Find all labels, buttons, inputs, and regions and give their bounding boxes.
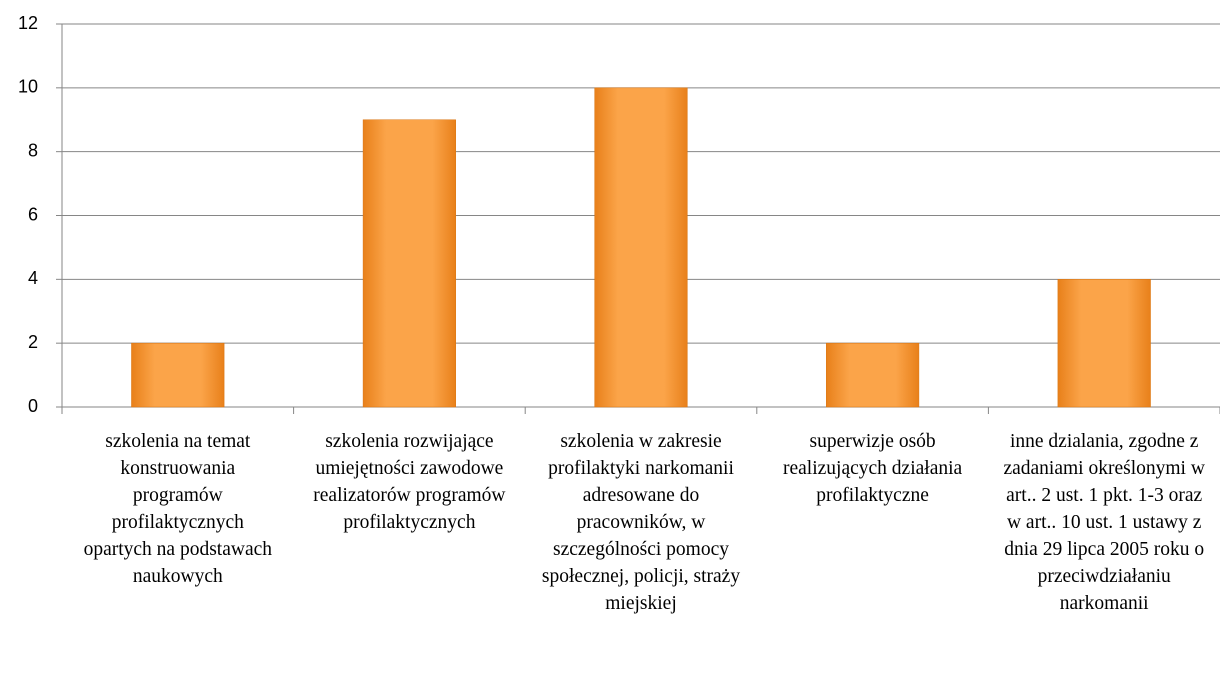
bar	[362, 119, 456, 408]
x-tick-label: inne dzialania, zgodne z zadaniami okreś…	[1003, 431, 1205, 614]
bar	[1057, 279, 1151, 408]
y-tick-label: 2	[28, 332, 38, 352]
x-tick-label: superwizje osób realizujących działania …	[783, 431, 963, 506]
bar	[131, 342, 225, 408]
x-tick-label: szkolenia w zakresie profilaktyki narkom…	[541, 431, 741, 614]
bar	[826, 342, 920, 408]
y-tick-label: 10	[18, 77, 38, 97]
x-tick-label: szkolenia na temat konstruowania program…	[83, 431, 273, 587]
y-tick-label: 8	[28, 140, 38, 160]
bar	[594, 87, 688, 408]
y-tick-label: 12	[18, 13, 38, 33]
y-tick-label: 6	[28, 204, 38, 224]
x-tick-label: szkolenia rozwijające umiejętności zawod…	[313, 431, 506, 533]
y-tick-label: 0	[28, 396, 38, 416]
y-tick-label: 4	[28, 268, 38, 288]
